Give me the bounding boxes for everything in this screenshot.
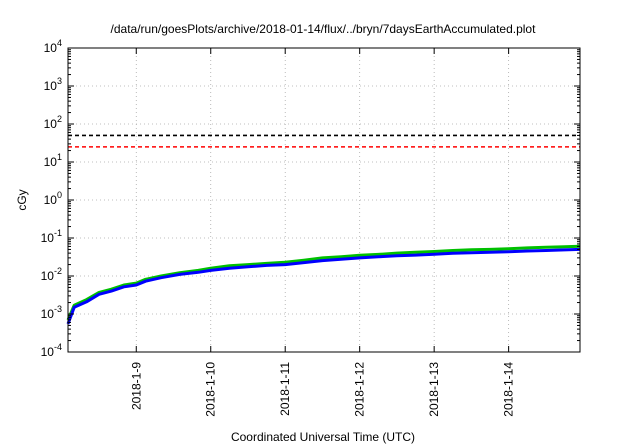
grid bbox=[68, 48, 580, 352]
x-axis-label: Coordinated Universal Time (UTC) bbox=[231, 430, 415, 444]
y-axis-label: cGy bbox=[15, 189, 29, 210]
y-tick-label: 101 bbox=[44, 152, 62, 169]
series-line bbox=[66, 247, 581, 325]
y-tick-label: 10-2 bbox=[41, 266, 62, 283]
y-tick-label: 102 bbox=[44, 114, 62, 131]
x-tick-label: 2018-1-10 bbox=[204, 362, 218, 417]
y-tick-label: 103 bbox=[44, 76, 62, 93]
y-tick-label: 10-1 bbox=[41, 228, 62, 245]
series-line bbox=[66, 244, 581, 321]
x-tick-label: 2018-1-9 bbox=[129, 362, 143, 410]
x-tick-label: 2018-1-13 bbox=[427, 362, 441, 417]
y-axis-ticks: 10-4 10-3 10-2 10-1 100 101 102 103 104 bbox=[41, 38, 580, 359]
x-axis-ticks: 2018-1-9 2018-1-10 2018-1-11 2018-1-12 2018-… bbox=[129, 48, 516, 417]
chart-title: /data/run/goesPlots/archive/2018-01-14/f… bbox=[111, 22, 537, 36]
threshold-lines bbox=[68, 134, 580, 148]
y-tick-label: 100 bbox=[44, 190, 62, 207]
x-tick-label: 2018-1-11 bbox=[278, 362, 292, 416]
y-tick-label: 104 bbox=[44, 38, 62, 55]
x-tick-label: 2018-1-14 bbox=[502, 362, 516, 417]
data-series bbox=[66, 244, 581, 325]
y-tick-label: 10-3 bbox=[41, 304, 62, 321]
x-tick-label: 2018-1-12 bbox=[353, 362, 367, 417]
y-tick-label: 10-4 bbox=[41, 342, 62, 359]
